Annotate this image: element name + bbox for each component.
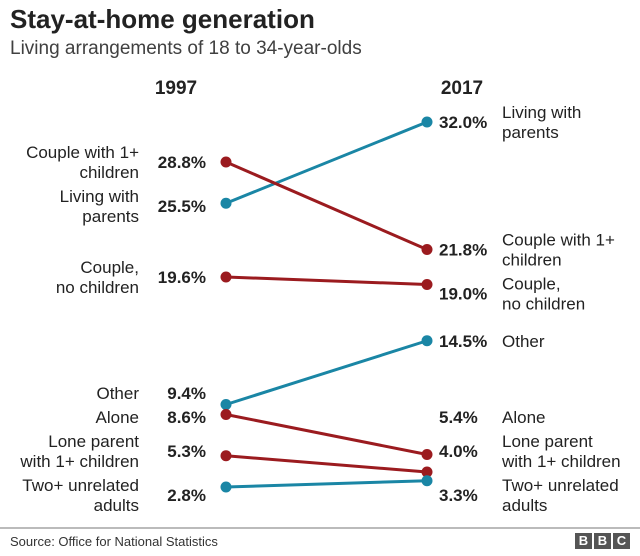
slope-line-1 [225,160,428,251]
category-label-left-4: Alone [96,408,139,427]
category-label-left-6: adults [94,496,139,515]
category-label-right-6: adults [502,496,547,515]
slope-line-4 [225,413,428,456]
point-1997-5 [220,450,232,462]
category-label-right-4: Alone [502,408,545,427]
value-label-1997-3: 9.4% [167,384,206,403]
point-2017-4 [421,449,433,460]
category-label-right-1: Couple with 1+ [502,231,615,250]
value-label-2017-1: 21.8% [439,241,487,260]
category-label-left-5: with 1+ children [19,452,139,471]
value-label-1997-2: 19.6% [158,268,206,287]
point-1997-0 [220,197,232,209]
category-label-left-5: Lone parent [48,432,139,451]
value-label-2017-3: 14.5% [439,332,487,351]
footer-divider [0,527,640,529]
category-label-left-0: parents [82,207,139,226]
category-label-right-2: no children [502,295,585,314]
value-label-1997-4: 8.6% [167,408,206,427]
category-label-right-0: Living with [502,103,581,122]
value-label-2017-5: 4.0% [439,442,478,461]
category-label-right-3: Other [502,332,545,351]
point-1997-3 [220,399,232,410]
value-label-1997-0: 25.5% [158,197,206,216]
chart-title: Stay-at-home generation [10,4,315,34]
point-1997-1 [220,156,232,168]
category-label-left-0: Living with [60,187,139,206]
point-1997-6 [220,481,232,493]
chart-subtitle: Living arrangements of 18 to 34-year-old… [10,38,362,59]
value-label-2017-0: 32.0% [439,113,487,132]
category-label-left-2: no children [56,278,139,297]
category-label-right-6: Two+ unrelated [502,476,619,495]
category-label-left-3: Other [96,384,139,403]
category-label-right-5: with 1+ children [501,452,621,471]
value-label-2017-4: 5.4% [439,408,478,427]
point-1997-2 [220,271,232,283]
point-2017-0 [421,116,433,128]
category-label-left-1: Couple with 1+ [26,143,139,162]
category-label-left-2: Couple, [80,258,139,277]
point-2017-1 [421,244,433,255]
point-2017-3 [421,335,433,347]
point-2017-5 [421,466,433,478]
slope-line-6 [225,479,428,489]
year-label-2017: 2017 [441,78,483,99]
value-label-1997-6: 2.8% [167,486,206,505]
year-label-1997: 1997 [155,78,197,99]
slope-line-0 [225,120,428,205]
value-label-1997-5: 5.3% [167,442,206,461]
value-label-1997-1: 28.8% [158,153,206,172]
category-label-right-0: parents [502,123,559,142]
category-label-right-2: Couple, [502,275,561,294]
category-label-left-1: children [79,163,139,182]
slope-line-2 [225,275,428,286]
slope-line-5 [225,454,428,474]
source-note: Source: Office for National Statistics [10,534,218,549]
slope-line-3 [225,339,428,406]
category-label-left-6: Two+ unrelated [22,476,139,495]
value-label-2017-6: 3.3% [439,486,478,505]
point-2017-6 [421,475,433,487]
point-1997-4 [220,409,232,420]
category-label-right-1: children [502,251,562,270]
value-label-2017-2: 19.0% [439,285,487,304]
category-label-right-5: Lone parent [502,432,593,451]
point-2017-2 [421,279,433,290]
